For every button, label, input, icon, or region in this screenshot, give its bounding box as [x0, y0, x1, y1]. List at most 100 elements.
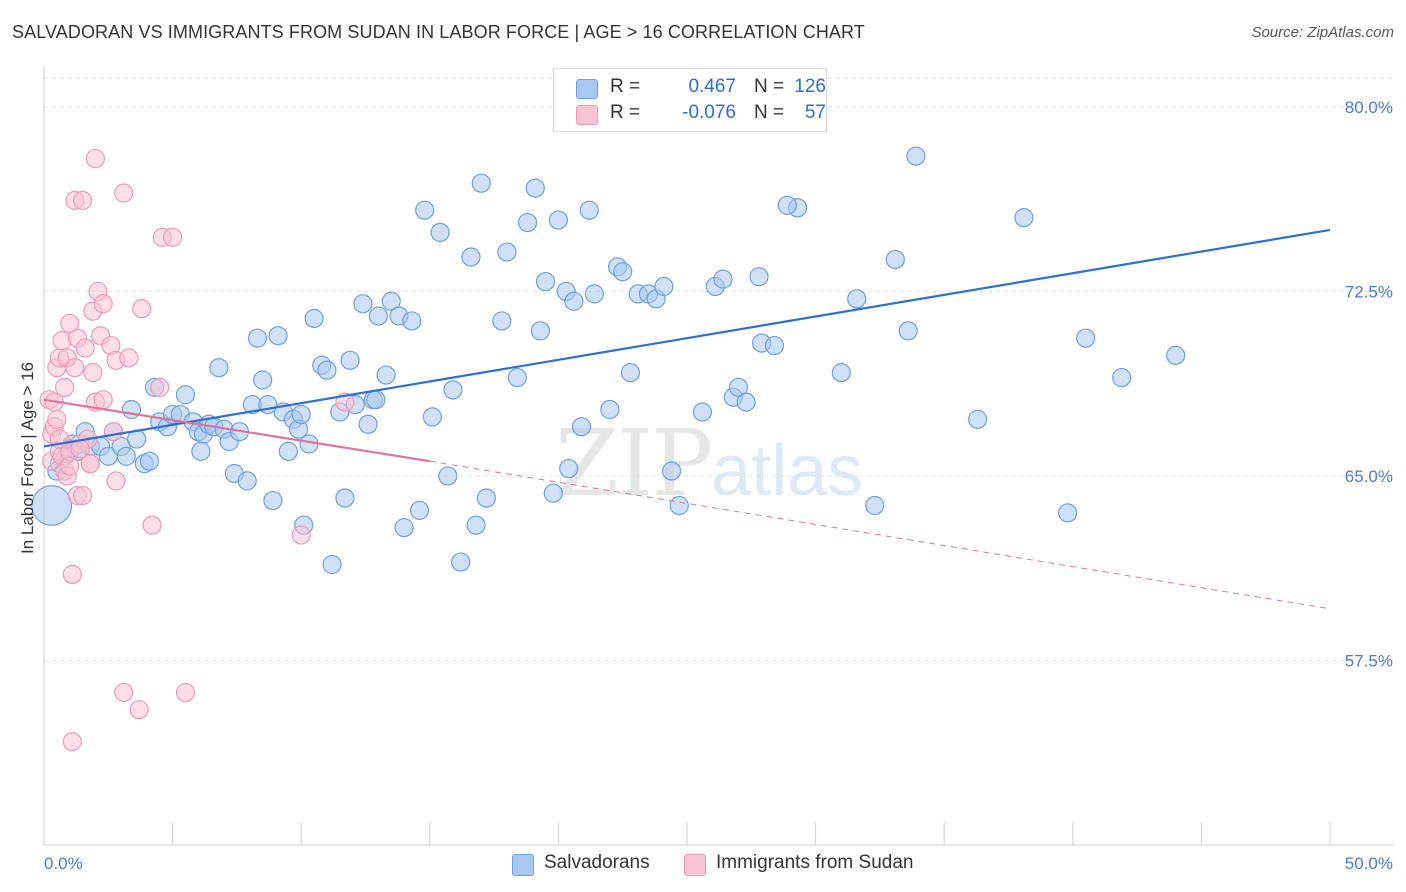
gridlines [44, 77, 1394, 661]
bottom-legend: Salvadorans Immigrants from Sudan [0, 852, 1406, 878]
data-point [191, 441, 211, 461]
data-point [492, 311, 512, 331]
legend-r-value: -0.076 [682, 102, 736, 123]
trend-line-salvadorans [43, 228, 1331, 448]
data-point [559, 458, 579, 479]
data-point [736, 392, 756, 412]
data-point [661, 461, 682, 481]
bottom-legend-label: Immigrants from Sudan [716, 852, 914, 873]
data-point [620, 363, 641, 383]
data-point [692, 402, 713, 422]
data-point [62, 732, 82, 752]
data-point [1112, 367, 1132, 388]
data-point [728, 377, 749, 397]
data-point [129, 700, 149, 720]
data-point [209, 358, 229, 378]
data-point [461, 247, 481, 267]
data-point [83, 363, 103, 383]
data-point [669, 495, 689, 516]
data-point [132, 299, 152, 319]
data-point [237, 471, 257, 491]
bottom-legend-swatch-blue [512, 854, 534, 876]
data-point [335, 488, 355, 508]
data-point [72, 486, 93, 506]
y-tick-label: 57.5% [1345, 651, 1393, 670]
data-point [394, 518, 414, 538]
data-point [304, 308, 324, 329]
data-point [114, 682, 134, 703]
data-point [415, 200, 435, 220]
data-point [906, 146, 926, 166]
data-point [476, 488, 496, 508]
chart-title: SALVADORAN VS IMMIGRANTS FROM SUDAN IN L… [12, 22, 865, 42]
legend-swatch-pink [576, 105, 598, 125]
legend-r-value: 0.467 [688, 76, 736, 97]
data-point [75, 338, 95, 358]
data-point [93, 294, 113, 314]
data-point [402, 311, 422, 331]
axis-labels: 57.5% 65.0% 72.5% 80.0% 0.0% 50.0% In Labor Fo… [18, 98, 1393, 873]
data-point [654, 276, 674, 297]
data-point [517, 212, 538, 233]
data-point [268, 326, 288, 346]
data-point [443, 380, 463, 400]
data-point [175, 682, 196, 703]
data-point [579, 200, 599, 220]
legend-n-label: N = [754, 102, 785, 123]
series-immigrants-from-sudan [39, 148, 355, 752]
data-point [142, 515, 162, 535]
data-point [106, 471, 126, 491]
trend-line-sudan-extension [429, 460, 1331, 610]
data-point [70, 439, 90, 459]
x-tick-label: 50.0% [1345, 854, 1393, 873]
data-point [376, 365, 396, 385]
data-point [150, 377, 170, 397]
y-tick-label: 72.5% [1345, 282, 1393, 301]
data-point [62, 564, 82, 584]
data-point [507, 367, 527, 388]
y-axis-title: In Labor Force | Age > 16 [18, 362, 37, 554]
data-point [340, 350, 360, 370]
data-point [564, 291, 584, 311]
data-point [381, 291, 401, 311]
data-point [65, 358, 85, 378]
data-point [114, 183, 134, 203]
data-point [571, 417, 592, 437]
data-point [368, 306, 388, 326]
data-point [535, 271, 556, 292]
data-point [322, 554, 342, 575]
data-point [525, 178, 545, 198]
data-point [471, 173, 491, 193]
data-point [175, 385, 196, 405]
data-point [291, 404, 311, 425]
data-point [247, 328, 268, 348]
data-point [613, 262, 633, 282]
data-point [777, 195, 797, 215]
axes [43, 66, 1394, 846]
watermark: ZIPatlas [555, 410, 863, 517]
data-point [847, 289, 867, 309]
series-salvadorans [31, 146, 1186, 575]
data-point [1014, 208, 1034, 228]
y-tick-label: 65.0% [1345, 467, 1393, 486]
legend-n-label: N = [754, 76, 785, 97]
data-point [831, 363, 851, 383]
trend-line-sudan [43, 398, 430, 463]
data-point [366, 390, 386, 410]
data-point [60, 313, 80, 334]
data-point [543, 483, 563, 503]
data-point [119, 348, 139, 368]
data-point [600, 399, 620, 420]
data-point [291, 525, 311, 545]
data-point [865, 495, 885, 516]
data-point [253, 370, 273, 390]
data-point [103, 422, 124, 442]
legend-n-value: 57 [804, 102, 826, 123]
data-point [548, 210, 569, 230]
data-point [466, 515, 486, 535]
data-point [898, 321, 918, 341]
data-point [163, 227, 183, 247]
data-point [121, 399, 142, 420]
legend-r-label: R = [610, 102, 641, 123]
